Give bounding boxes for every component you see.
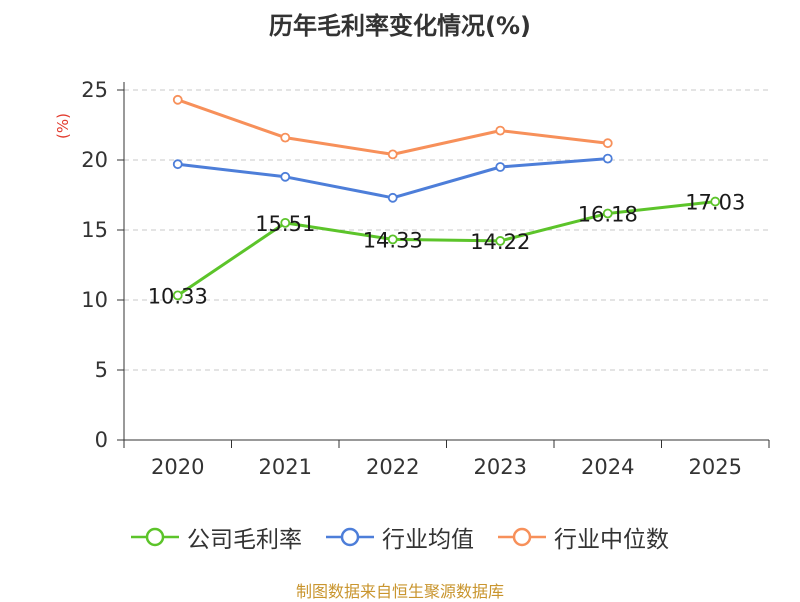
data-source-note: 制图数据来自恒生聚源数据库 <box>295 582 504 601</box>
data-point-0 <box>495 236 506 246</box>
legend-marker-industry-median <box>498 527 546 547</box>
series-line-2 <box>177 98 608 156</box>
legend-marker-company-margin <box>131 527 179 547</box>
chart-title: 历年毛利率变化情况(%) <box>269 12 531 40</box>
series-line-1 <box>177 157 608 200</box>
data-point-1 <box>172 159 183 170</box>
x-tick-label: 2021 <box>259 455 312 479</box>
data-label: 10.33 <box>148 284 208 308</box>
legend-item-company-margin[interactable]: 公司毛利率 <box>131 520 302 554</box>
data-label: 14.33 <box>363 228 423 252</box>
data-point-2 <box>602 138 613 149</box>
legend-item-industry-median[interactable]: 行业中位数 <box>498 520 669 554</box>
data-point-1 <box>280 171 291 182</box>
y-tick-label: 0 <box>95 428 108 452</box>
data-point-0 <box>280 217 291 228</box>
data-point-1 <box>602 153 613 164</box>
x-tick-label: 2025 <box>689 455 742 479</box>
data-label: 14.22 <box>470 230 530 254</box>
series-line-0 <box>176 200 716 297</box>
y-tick-label: 15 <box>81 218 108 242</box>
x-tick-label: 2022 <box>366 455 419 479</box>
x-tick-label: 2024 <box>581 455 634 479</box>
y-tick-label: 5 <box>95 358 108 382</box>
data-point-2 <box>172 94 183 105</box>
legend-marker-industry-mean <box>326 527 374 547</box>
chart-legend: 公司毛利率 行业均值 行业中位数 <box>0 520 800 554</box>
data-point-1 <box>387 192 398 203</box>
y-tick-label: 20 <box>81 148 108 172</box>
y-tick-label: 10 <box>81 288 108 312</box>
data-label: 15.51 <box>255 212 315 236</box>
y-axis-label: (%) <box>54 113 72 139</box>
x-tick-label: 2020 <box>151 455 204 479</box>
data-point-0 <box>387 234 398 245</box>
data-label: 17.03 <box>685 191 745 215</box>
legend-item-industry-mean[interactable]: 行业均值 <box>326 520 474 554</box>
data-point-1 <box>495 162 506 172</box>
y-tick-label: 25 <box>81 78 108 102</box>
data-label: 16.18 <box>578 202 638 226</box>
legend-label-industry-mean: 行业均值 <box>382 527 474 553</box>
data-point-0 <box>710 196 721 207</box>
legend-label-industry-median: 行业中位数 <box>554 527 669 553</box>
legend-label-company-margin: 公司毛利率 <box>187 527 302 553</box>
data-point-0 <box>602 208 613 219</box>
data-point-2 <box>495 125 506 136</box>
data-point-2 <box>387 149 398 160</box>
data-point-0 <box>172 290 183 301</box>
x-tick-label: 2023 <box>474 455 527 479</box>
data-point-2 <box>280 132 291 143</box>
